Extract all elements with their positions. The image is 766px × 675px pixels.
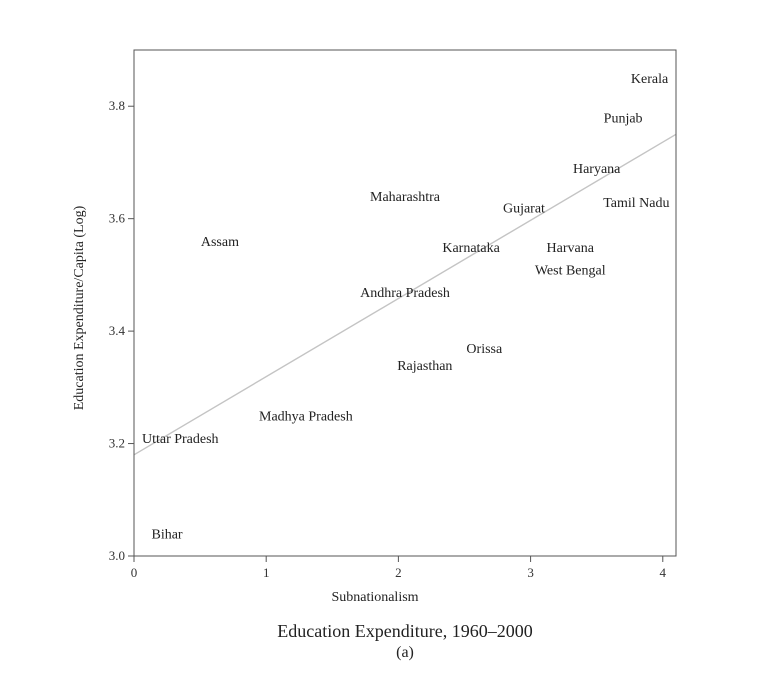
- data-point-label: Harvana: [547, 241, 595, 256]
- x-axis: 0 1 2 3 4: [131, 556, 667, 580]
- data-point-label: Uttar Pradesh: [142, 432, 219, 447]
- y-tick-label: 3.0: [109, 548, 125, 563]
- point-labels: Kerala Punjab Haryana Tamil Nadu Maharashtra…: [142, 72, 670, 542]
- data-point-label: West Bengal: [535, 263, 606, 278]
- y-tick-label: 3.4: [109, 323, 126, 338]
- x-axis-title: Subnationalism: [331, 590, 418, 605]
- y-tick-label: 3.2: [109, 436, 125, 451]
- y-tick-label: 3.6: [109, 211, 126, 226]
- y-axis-title: Education Expenditure/Capita (Log): [72, 205, 87, 410]
- x-tick-label: 2: [395, 565, 402, 580]
- figure-caption: Education Expenditure, 1960–2000: [277, 621, 532, 641]
- data-point-label: Karnataka: [442, 241, 500, 256]
- data-point-label: Kerala: [631, 72, 669, 87]
- data-point-label: Tamil Nadu: [603, 196, 669, 211]
- data-point-label: Gujarat: [503, 201, 545, 216]
- data-point-label: Orissa: [466, 342, 503, 357]
- y-tick-label: 3.8: [109, 98, 125, 113]
- plot-frame: [133, 49, 677, 557]
- x-tick-label: 1: [263, 565, 270, 580]
- data-point-label: Haryana: [573, 162, 621, 177]
- data-point-label: Bihar: [151, 528, 182, 543]
- data-point-label: Rajasthan: [397, 359, 452, 374]
- data-point-label: Maharashtra: [370, 190, 441, 205]
- regression-line: [133, 133, 677, 456]
- data-point-label: Madhya Pradesh: [259, 409, 353, 424]
- data-point-label: Andhra Pradesh: [360, 286, 450, 301]
- fit-line-layer: [133, 133, 677, 456]
- figure-subcaption: (a): [396, 644, 414, 661]
- x-tick-label: 0: [131, 565, 138, 580]
- x-tick-label: 3: [527, 565, 534, 580]
- data-point-label: Punjab: [604, 111, 643, 126]
- x-tick-label: 4: [660, 565, 667, 580]
- data-point-label: Assam: [201, 235, 239, 250]
- y-axis: 3.0 3.2 3.4 3.6 3.8: [109, 98, 134, 563]
